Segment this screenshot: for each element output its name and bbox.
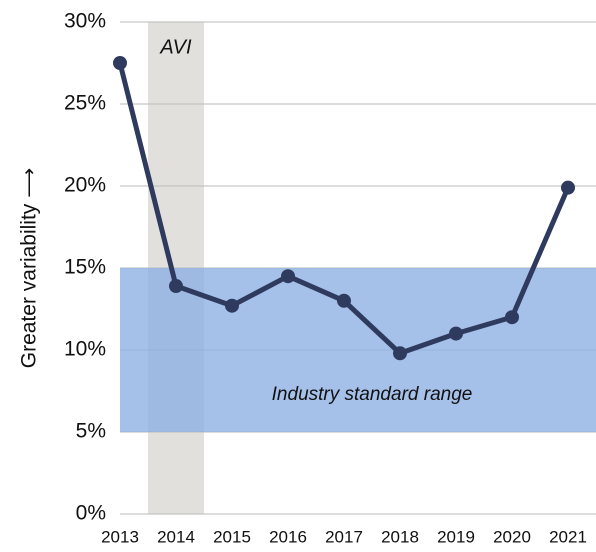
point — [337, 293, 351, 308]
y-tick-label: 20% — [64, 174, 106, 197]
x-tick-label: 2014 — [157, 527, 195, 546]
x-tick-label: 2021 — [549, 527, 587, 546]
point — [393, 346, 407, 361]
x-tick-label: 2016 — [269, 527, 307, 546]
y-tick-label: 5% — [76, 420, 106, 443]
x-tick-label: 2018 — [381, 527, 419, 546]
point — [281, 269, 295, 284]
industry-label: Industry standard range — [272, 384, 473, 405]
x-tick-label: 2013 — [101, 527, 139, 546]
x-tick-label: 2017 — [325, 527, 363, 546]
x-tick-label: 2019 — [437, 527, 475, 546]
x-tick-label: 2020 — [493, 527, 531, 546]
point — [561, 180, 575, 195]
y-tick-label: 0% — [76, 502, 106, 525]
y-tick-label: 10% — [64, 338, 106, 361]
point — [113, 56, 127, 70]
point — [169, 279, 183, 294]
point — [505, 310, 519, 325]
y-tick-label: 15% — [64, 256, 106, 279]
x-tick-label: 2015 — [213, 527, 251, 546]
avi-label: AVI — [159, 36, 192, 58]
y-axis-label: Greater variability ⟶ — [18, 168, 41, 369]
point — [225, 298, 239, 313]
y-tick-label: 25% — [64, 92, 106, 115]
point — [449, 326, 463, 341]
y-tick-label: 30% — [64, 10, 106, 33]
